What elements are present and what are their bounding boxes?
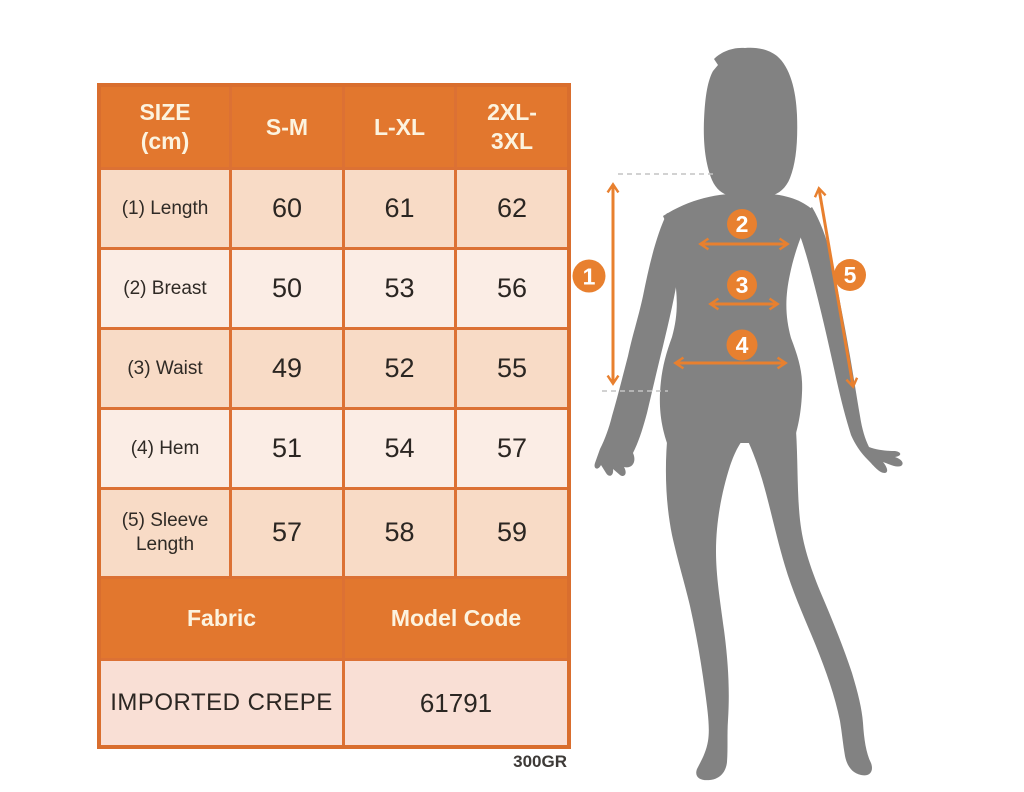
sleeve-arrow-5: [813, 186, 859, 389]
marker-circle-3: [727, 270, 757, 300]
header-fabric: Fabric: [101, 579, 342, 658]
header-size-line2: (cm): [140, 128, 190, 154]
header-col-sm: S-M: [232, 87, 342, 167]
row-breast-sm: 50: [232, 250, 342, 327]
row-breast-lxl: 53: [345, 250, 454, 327]
row-waist-label: (3) Waist: [101, 330, 229, 407]
size-chart-table: SIZE (cm) S-M L-XL 2XL-3XL (1) Length 60…: [97, 83, 571, 749]
fabric-value: IMPORTED CREPE: [101, 661, 342, 745]
silhouette-left-arm: [594, 213, 681, 477]
silhouette-left-leg: [665, 430, 745, 781]
marker-circle-1: [572, 259, 606, 293]
marker-number-3: 3: [736, 272, 749, 298]
marker-circle-4: [726, 329, 758, 361]
row-hem-2xl: 57: [457, 410, 567, 487]
row-sleeve-label: (5) Sleeve Length: [101, 490, 229, 576]
row-breast-label: (2) Breast: [101, 250, 229, 327]
weight-note: 300GR: [513, 752, 567, 771]
row-length-2xl: 62: [457, 170, 567, 247]
row-hem-sm: 51: [232, 410, 342, 487]
silhouette-head: [703, 47, 798, 197]
model-code-value: 61791: [345, 661, 567, 745]
marker-number-4: 4: [736, 332, 749, 358]
female-silhouette: [594, 47, 903, 781]
header-col-2xl3xl: 2XL-3XL: [457, 87, 567, 167]
marker-number-2: 2: [736, 211, 749, 237]
row-sleeve-sm: 57: [232, 490, 342, 576]
row-waist-sm: 49: [232, 330, 342, 407]
measurement-marker-5: 5: [834, 259, 866, 291]
row-length-lxl: 61: [345, 170, 454, 247]
measurement-marker-3: 3: [727, 270, 757, 300]
row-breast-2xl: 56: [457, 250, 567, 327]
row-length-sm: 60: [232, 170, 342, 247]
silhouette-torso: [659, 193, 813, 443]
silhouette-right-leg: [746, 430, 872, 776]
row-length-label: (1) Length: [101, 170, 229, 247]
measurement-marker-1: 1: [572, 259, 606, 293]
row-waist-2xl: 55: [457, 330, 567, 407]
header-size-cm: SIZE (cm): [101, 87, 229, 167]
body-measurement-figure: 1 2 3 4 5: [572, 47, 903, 781]
row-hem-label: (4) Hem: [101, 410, 229, 487]
row-hem-lxl: 54: [345, 410, 454, 487]
marker-circle-2: [727, 209, 757, 239]
marker-circle-5: [834, 259, 866, 291]
measurement-marker-4: 4: [726, 329, 758, 361]
row-waist-lxl: 52: [345, 330, 454, 407]
header-model-code: Model Code: [345, 579, 567, 658]
header-size-line1: SIZE: [139, 99, 191, 126]
silhouette-right-arm: [794, 207, 903, 473]
row-sleeve-2xl: 59: [457, 490, 567, 576]
row-sleeve-lxl: 58: [345, 490, 454, 576]
marker-number-1: 1: [583, 264, 596, 290]
measurement-marker-2: 2: [727, 209, 757, 239]
marker-number-5: 5: [844, 262, 857, 288]
header-col-lxl: L-XL: [345, 87, 454, 167]
